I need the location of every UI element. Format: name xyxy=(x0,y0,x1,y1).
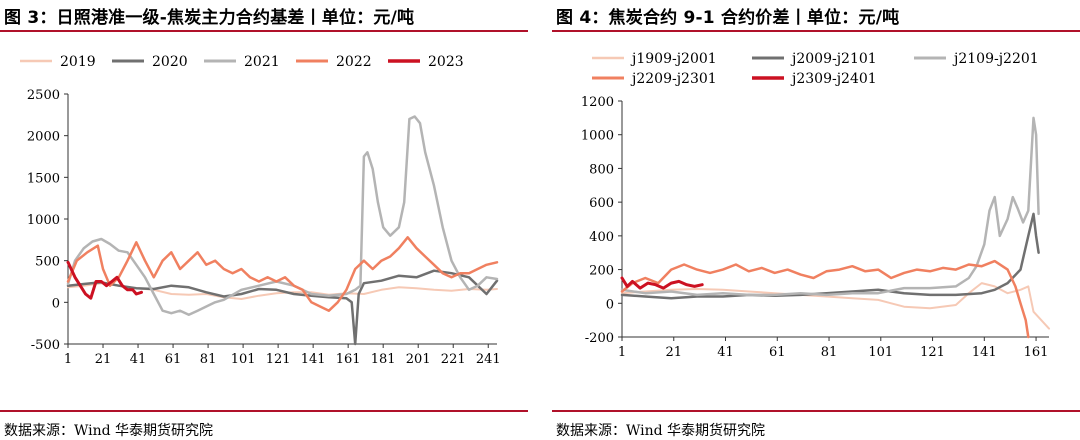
x-tick-label: 241 xyxy=(476,352,501,367)
y-tick-label: 0 xyxy=(52,296,60,311)
y-tick-label: 0 xyxy=(606,297,614,312)
x-tick-label: 81 xyxy=(821,345,838,360)
y-tick-label: 1000 xyxy=(27,213,60,228)
legend-label: 2021 xyxy=(244,54,280,70)
y-tick-label: -500 xyxy=(31,338,60,353)
x-tick-label: 1 xyxy=(618,345,626,360)
chart-panel-basis: 图 3：日照港准一级-焦炭主力合约基差丨单位：元/吨 2019 2020 2021 2… xyxy=(0,0,528,439)
y-tick-label: -200 xyxy=(585,331,614,346)
chart-basis-lines: 2019 2020 2021 2022 2023 -500 0 500 1000 1500 2000… xyxy=(20,54,501,367)
legend-label: j2309-j2401 xyxy=(790,71,877,87)
x-tick-label: 41 xyxy=(717,345,734,360)
x-tick-label: 141 xyxy=(972,345,997,360)
legend-label: 2020 xyxy=(152,54,188,70)
chart-title: 图 4：焦炭合约 9-1 合约价差丨单位：元/吨 xyxy=(556,8,900,28)
y-tick-label: 2000 xyxy=(27,130,60,145)
chart-panel-spread: 图 4：焦炭合约 9-1 合约价差丨单位：元/吨 j1909-j2001 j200… xyxy=(552,0,1080,439)
legend-label: 2019 xyxy=(60,54,96,70)
x-tick-label: 81 xyxy=(200,352,217,367)
x-tick-label: 101 xyxy=(868,345,893,360)
legend-label: j2209-j2301 xyxy=(630,71,717,87)
source-note: 数据来源：Wind 华泰期货研究院 xyxy=(556,423,766,439)
x-tick-label: 1 xyxy=(64,352,72,367)
y-tick-label: 1200 xyxy=(581,95,614,110)
series-line-j2009-j2101 xyxy=(620,212,1040,300)
series-line-j2209-j2301 xyxy=(620,259,1030,339)
y-tick-label: 1500 xyxy=(27,171,60,186)
y-tick-label: 600 xyxy=(589,196,614,211)
series-line-j1909-j2001 xyxy=(621,282,1050,330)
source-rule xyxy=(0,410,528,412)
y-tick-label: 2500 xyxy=(27,88,60,103)
legend-label: 2023 xyxy=(428,54,464,70)
title-rule xyxy=(552,30,1080,32)
x-tick-label: 201 xyxy=(406,352,431,367)
x-tick-label: 141 xyxy=(301,352,326,367)
series-line-2023 xyxy=(66,260,143,300)
legend-label: 2022 xyxy=(336,54,372,70)
x-tick-label: 21 xyxy=(665,345,682,360)
x-tick-label: 121 xyxy=(266,352,291,367)
x-tick-label: 61 xyxy=(769,345,786,360)
series-line-2020 xyxy=(66,269,499,346)
series-line-2022 xyxy=(66,236,499,312)
x-tick-label: 181 xyxy=(371,352,396,367)
x-tick-label: 101 xyxy=(231,352,256,367)
legend-label: j1909-j2001 xyxy=(630,51,717,67)
source-rule xyxy=(552,410,1080,412)
x-tick-label: 221 xyxy=(441,352,466,367)
series-line-j2309-j2401 xyxy=(620,276,704,290)
source-note: 数据来源：Wind 华泰期货研究院 xyxy=(4,423,214,439)
x-tick-label: 41 xyxy=(130,352,147,367)
y-tick-label: 1000 xyxy=(581,129,614,144)
series-line-j2109-j2201 xyxy=(620,116,1040,297)
y-tick-label: 500 xyxy=(35,255,60,270)
x-tick-label: 161 xyxy=(336,352,361,367)
x-tick-label: 121 xyxy=(920,345,945,360)
x-tick-label: 21 xyxy=(95,352,112,367)
series-line-2021 xyxy=(66,115,499,317)
chart-spread-lines: j1909-j2001 j2009-j2101 j2109-j2201 j2209-j… xyxy=(581,51,1050,360)
x-tick-label: 61 xyxy=(165,352,182,367)
title-rule xyxy=(0,30,528,32)
y-tick-label: 200 xyxy=(589,264,614,279)
y-tick-label: 400 xyxy=(589,230,614,245)
legend-label: j2009-j2101 xyxy=(790,51,877,67)
legend-label: j2109-j2201 xyxy=(952,51,1039,67)
x-tick-label: 161 xyxy=(1024,345,1049,360)
y-tick-label: 800 xyxy=(589,162,614,177)
chart-title: 图 3：日照港准一级-焦炭主力合约基差丨单位：元/吨 xyxy=(4,8,415,28)
